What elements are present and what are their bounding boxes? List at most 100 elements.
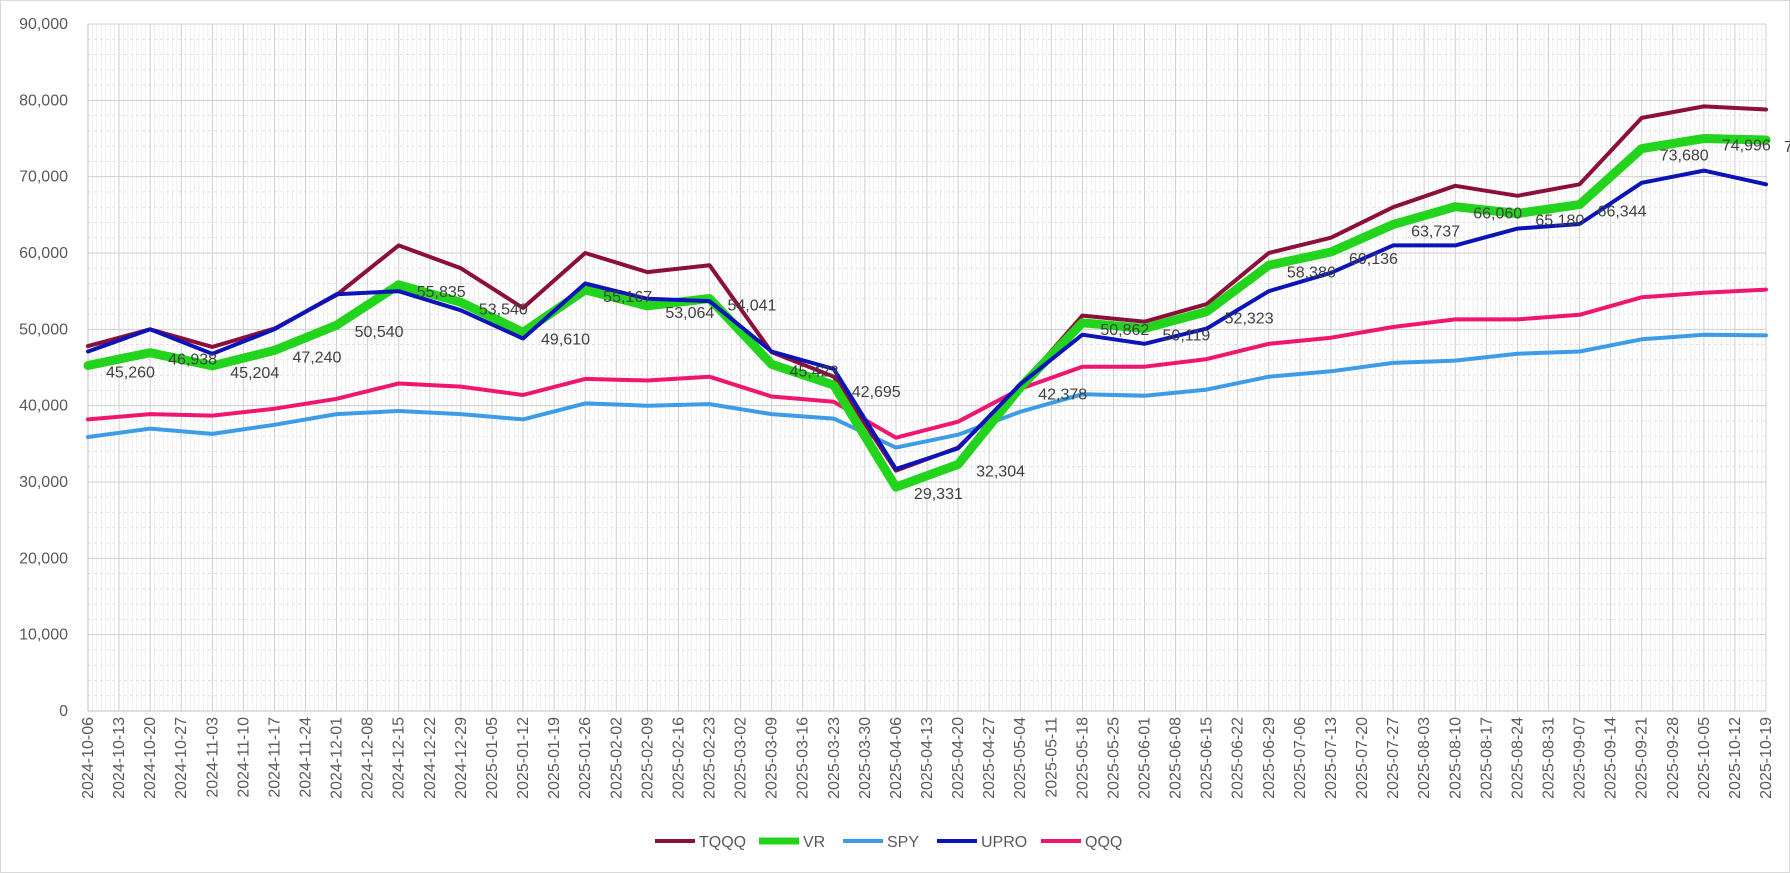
x-tick-label: 2025-09-07 <box>1572 717 1589 799</box>
x-tick-label: 2025-07-27 <box>1385 717 1402 799</box>
x-tick-label: 2025-02-16 <box>670 717 687 799</box>
legend-item-upro[interactable]: UPRO <box>937 834 1027 851</box>
data-label: 50,119 <box>1163 327 1211 344</box>
legend-label: SPY <box>887 834 919 851</box>
data-label: 45,423 <box>790 363 839 380</box>
data-label: 53,540 <box>479 301 528 318</box>
x-tick-label: 2025-06-15 <box>1199 717 1216 799</box>
x-tick-label: 2025-08-03 <box>1416 717 1433 799</box>
y-tick-label: 10,000 <box>19 627 68 644</box>
x-tick-label: 2025-08-10 <box>1447 717 1464 799</box>
x-tick-label: 2025-09-21 <box>1634 717 1651 799</box>
x-tick-label: 2025-08-31 <box>1540 717 1557 799</box>
x-tick-label: 2025-02-09 <box>639 717 656 799</box>
x-tick-label: 2025-01-12 <box>515 717 532 799</box>
x-tick-label: 2024-10-13 <box>111 717 128 799</box>
x-tick-label: 2025-05-04 <box>1012 717 1029 799</box>
y-tick-label: 70,000 <box>19 169 68 186</box>
data-label: 58,386 <box>1287 264 1336 281</box>
data-label: 65,180 <box>1535 212 1584 229</box>
data-label: 63,737 <box>1411 223 1460 240</box>
x-tick-label: 2025-10-12 <box>1727 717 1744 799</box>
y-tick-label: 40,000 <box>19 398 68 415</box>
x-tick-label: 2025-06-01 <box>1137 717 1154 799</box>
data-label: 45,204 <box>230 365 279 382</box>
x-tick-label: 2025-06-29 <box>1261 717 1278 799</box>
x-tick-label: 2025-04-20 <box>950 717 967 799</box>
x-tick-label: 2025-06-22 <box>1230 717 1247 799</box>
series-line-qqq <box>86 287 1768 440</box>
data-label: 45,260 <box>106 365 155 382</box>
x-tick-label: 2025-10-05 <box>1696 717 1713 799</box>
x-tick-label: 2025-07-13 <box>1323 717 1340 799</box>
data-label: 55,167 <box>603 289 652 306</box>
y-tick-label: 90,000 <box>19 16 68 33</box>
x-tick-label: 2025-09-28 <box>1665 717 1682 799</box>
x-tick-label: 2025-04-13 <box>919 717 936 799</box>
data-label: 50,540 <box>355 324 404 341</box>
x-tick-label: 2025-10-19 <box>1758 717 1775 799</box>
x-tick-label: 2025-02-23 <box>701 717 718 799</box>
data-label: 52,323 <box>1225 311 1274 328</box>
series-line-spy <box>86 332 1768 450</box>
y-tick-label: 60,000 <box>19 245 68 262</box>
x-tick-label: 2024-12-29 <box>453 717 470 799</box>
x-tick-label: 2025-06-08 <box>1168 717 1185 799</box>
data-label: 53,064 <box>665 305 714 322</box>
x-tick-label: 2024-12-01 <box>329 717 346 799</box>
x-tick-label: 2025-07-20 <box>1354 717 1371 799</box>
x-tick-label: 2025-03-23 <box>826 717 843 799</box>
data-label: 46,938 <box>168 352 217 369</box>
data-label: 49,610 <box>541 331 590 348</box>
y-tick-label: 0 <box>59 703 68 720</box>
x-tick-label: 2025-08-17 <box>1478 717 1495 799</box>
data-label: 73,680 <box>1660 148 1709 165</box>
y-tick-label: 80,000 <box>19 92 68 109</box>
x-tick-label: 2025-05-18 <box>1074 717 1091 799</box>
legend-item-vr[interactable]: VR <box>759 834 825 851</box>
x-tick-label: 2025-08-24 <box>1509 717 1526 799</box>
x-tick-label: 2025-01-19 <box>546 717 563 799</box>
data-label: 66,060 <box>1473 206 1522 223</box>
x-tick-label: 2024-10-20 <box>142 717 159 799</box>
y-tick-label: 20,000 <box>19 550 68 567</box>
x-tick-label: 2025-01-26 <box>577 717 594 799</box>
x-tick-label: 2024-11-17 <box>266 717 283 798</box>
x-tick-label: 2024-12-22 <box>422 717 439 799</box>
x-tick-label: 2024-12-08 <box>360 717 377 799</box>
x-tick-label: 2025-03-02 <box>733 717 750 799</box>
legend-label: QQQ <box>1085 834 1122 851</box>
x-tick-label: 2024-11-24 <box>298 717 315 798</box>
data-label: 32,304 <box>976 463 1025 480</box>
series-lines <box>83 104 1771 492</box>
legend: TQQQ VR SPY UPRO QQQ <box>655 834 1122 851</box>
legend-item-tqqq[interactable]: TQQQ <box>655 834 746 851</box>
y-tick-label: 30,000 <box>19 474 68 491</box>
x-tick-label: 2025-02-02 <box>608 717 625 799</box>
data-label: 74,996 <box>1722 138 1771 155</box>
x-tick-label: 2025-03-30 <box>857 717 874 799</box>
y-tick-label: 50,000 <box>19 321 68 338</box>
x-tick-label: 2025-05-25 <box>1105 717 1122 799</box>
x-tick-label: 2025-04-06 <box>888 717 905 799</box>
legend-item-spy[interactable]: SPY <box>843 834 919 851</box>
data-label: 66,344 <box>1598 204 1647 221</box>
x-axis: 2024-10-06 2024-10-13 2024-10-20 2024-10-27… <box>80 717 1775 799</box>
x-tick-label: 2024-11-10 <box>235 717 252 798</box>
legend-label: UPRO <box>981 834 1027 851</box>
y-axis: 0 10,000 20,000 30,000 40,000 50,000 60,000 70,… <box>19 16 68 720</box>
x-tick-label: 2025-04-27 <box>981 717 998 799</box>
data-label: 50,862 <box>1100 322 1149 339</box>
x-tick-label: 2025-09-14 <box>1603 717 1620 799</box>
data-label: 29,331 <box>914 486 963 503</box>
legend-label: TQQQ <box>699 834 746 851</box>
x-tick-label: 2024-10-27 <box>173 717 190 799</box>
series-line-vr <box>83 134 1771 492</box>
data-label: 42,378 <box>1038 387 1087 404</box>
data-label: 54,041 <box>727 297 776 314</box>
data-label: 55,835 <box>417 284 466 301</box>
legend-item-qqq[interactable]: QQQ <box>1041 834 1122 851</box>
data-label: 47,240 <box>292 349 341 366</box>
